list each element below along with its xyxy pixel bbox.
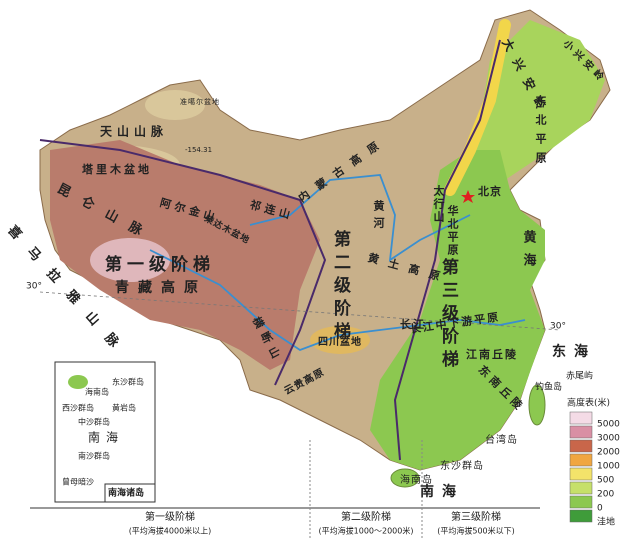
legend-label: 500 bbox=[597, 476, 614, 486]
yangtze-river bbox=[149, 249, 526, 352]
latitude-line bbox=[39, 291, 561, 331]
step-label: 第三级阶梯 bbox=[438, 257, 459, 373]
inset-label: 东沙群岛 bbox=[112, 377, 144, 387]
sea-label: 黄海 bbox=[521, 229, 537, 276]
terrain bbox=[39, 9, 611, 488]
step-boundary-2 bbox=[393, 39, 501, 461]
legend-swatch bbox=[569, 425, 593, 439]
legend-label: 0 bbox=[597, 504, 603, 514]
island-label: 海南岛 bbox=[400, 473, 433, 486]
taiwan-shape bbox=[528, 384, 546, 426]
island-label: 台湾岛 bbox=[485, 433, 518, 446]
inset-hainan bbox=[68, 375, 88, 389]
inset-label: 南海 bbox=[88, 430, 124, 445]
step-boundary-1 bbox=[39, 139, 327, 386]
landform-label: 青藏高原 bbox=[115, 279, 207, 296]
landform-label: 东北平原 bbox=[534, 94, 547, 171]
inset-label: 曾母暗沙 bbox=[62, 477, 94, 487]
capital-star bbox=[461, 190, 475, 203]
plateau bbox=[50, 140, 320, 370]
step-name: 第二级阶梯 bbox=[341, 510, 391, 523]
legend-swatch bbox=[569, 509, 593, 523]
step-note: (平均海拔4000米以上) bbox=[129, 526, 212, 536]
inset-title-box bbox=[104, 483, 156, 503]
step-note: (平均海拔500米以下) bbox=[437, 526, 515, 536]
inset-label: 西沙群岛 bbox=[62, 403, 94, 413]
landform-label: 四川盆地 bbox=[318, 335, 362, 348]
legend-label: 200 bbox=[597, 490, 614, 500]
landform-label: 准噶尔盆地 bbox=[180, 97, 220, 106]
capital-label: 北京 bbox=[478, 184, 502, 198]
legend-label: 3000 bbox=[597, 434, 620, 444]
step-label: 第二级阶梯 bbox=[330, 229, 351, 345]
legend-title: 高度表(米) bbox=[567, 397, 610, 409]
legend-label: 洼地 bbox=[597, 516, 615, 528]
legend-swatch bbox=[569, 411, 593, 425]
island-label: 钓鱼岛 bbox=[535, 381, 562, 393]
step-name: 第三级阶梯 bbox=[451, 510, 501, 523]
landform-label: 江南丘陵 bbox=[466, 347, 518, 361]
step-note: (平均海拔1000～2000米) bbox=[319, 526, 414, 536]
latitude-label: 30° bbox=[26, 282, 42, 292]
landform-label: 华北平原 bbox=[446, 204, 459, 257]
inset bbox=[54, 361, 156, 503]
sea-label: 东海 bbox=[552, 343, 596, 360]
sea-label: 南海 bbox=[420, 483, 464, 500]
latitude-label: 30° bbox=[550, 322, 566, 332]
legend-label: 1000 bbox=[597, 462, 620, 472]
inset-label: 黄岩岛 bbox=[112, 403, 136, 413]
inset-label: 中沙群岛 bbox=[78, 417, 110, 427]
east-plain bbox=[370, 150, 545, 470]
legend-swatch bbox=[569, 439, 593, 453]
landform-label: 天山山脉 bbox=[100, 124, 168, 139]
river-label: 黄河 bbox=[372, 199, 385, 234]
landform-label: 塔里木盆地 bbox=[82, 162, 152, 176]
landform-label: 太行山 bbox=[432, 184, 446, 224]
legend-swatch bbox=[569, 495, 593, 509]
yellow-river bbox=[249, 174, 471, 262]
legend-swatch bbox=[569, 453, 593, 467]
inset-title: 南海诸岛 bbox=[108, 487, 144, 499]
legend-label: 2000 bbox=[597, 448, 620, 458]
junggar-basin bbox=[145, 90, 205, 120]
island-label: 赤尾屿 bbox=[566, 371, 593, 382]
step-label: 第一级阶梯 bbox=[105, 254, 215, 275]
bottom-bar: 第一级阶梯 (平均海拔4000米以上) 第二级阶梯 (平均海拔1000～2000米) 第… bbox=[30, 440, 540, 540]
legend-swatch bbox=[569, 481, 593, 495]
legend-swatch bbox=[569, 467, 593, 481]
river-label: 长江 bbox=[400, 317, 426, 331]
inset-label: 南沙群岛 bbox=[78, 451, 110, 461]
hainan-shape bbox=[390, 468, 420, 488]
step-name: 第一级阶梯 bbox=[145, 510, 195, 523]
mountain-band bbox=[444, 19, 511, 196]
depth-label: -154.31 bbox=[185, 146, 212, 154]
legend-label: 5000 bbox=[597, 420, 620, 430]
island-label: 东沙群岛 bbox=[440, 459, 484, 472]
inset-label: 海南岛 bbox=[85, 387, 109, 397]
plateau-high bbox=[90, 238, 170, 282]
